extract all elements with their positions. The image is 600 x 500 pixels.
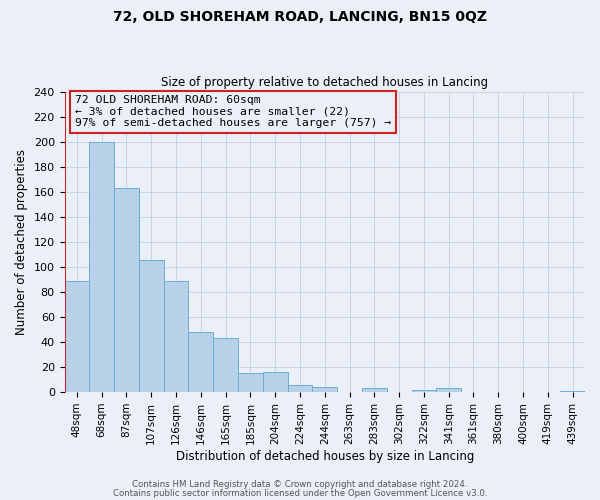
Bar: [139, 260, 164, 392]
Bar: [263, 372, 287, 392]
Text: Contains HM Land Registry data © Crown copyright and database right 2024.: Contains HM Land Registry data © Crown c…: [132, 480, 468, 489]
Text: 72, OLD SHOREHAM ROAD, LANCING, BN15 0QZ: 72, OLD SHOREHAM ROAD, LANCING, BN15 0QZ: [113, 10, 487, 24]
Bar: [362, 388, 387, 392]
Bar: [412, 390, 436, 392]
Text: 72 OLD SHOREHAM ROAD: 60sqm
← 3% of detached houses are smaller (22)
97% of semi: 72 OLD SHOREHAM ROAD: 60sqm ← 3% of deta…: [75, 95, 391, 128]
Bar: [313, 387, 337, 392]
Text: Contains public sector information licensed under the Open Government Licence v3: Contains public sector information licen…: [113, 488, 487, 498]
Bar: [188, 332, 213, 392]
Title: Size of property relative to detached houses in Lancing: Size of property relative to detached ho…: [161, 76, 488, 90]
Bar: [89, 142, 114, 392]
Bar: [238, 374, 263, 392]
Bar: [114, 188, 139, 392]
Bar: [65, 281, 89, 392]
Y-axis label: Number of detached properties: Number of detached properties: [15, 149, 28, 335]
Bar: [436, 388, 461, 392]
Bar: [287, 384, 313, 392]
Bar: [213, 338, 238, 392]
Bar: [164, 281, 188, 392]
Bar: [560, 391, 585, 392]
X-axis label: Distribution of detached houses by size in Lancing: Distribution of detached houses by size …: [176, 450, 474, 462]
